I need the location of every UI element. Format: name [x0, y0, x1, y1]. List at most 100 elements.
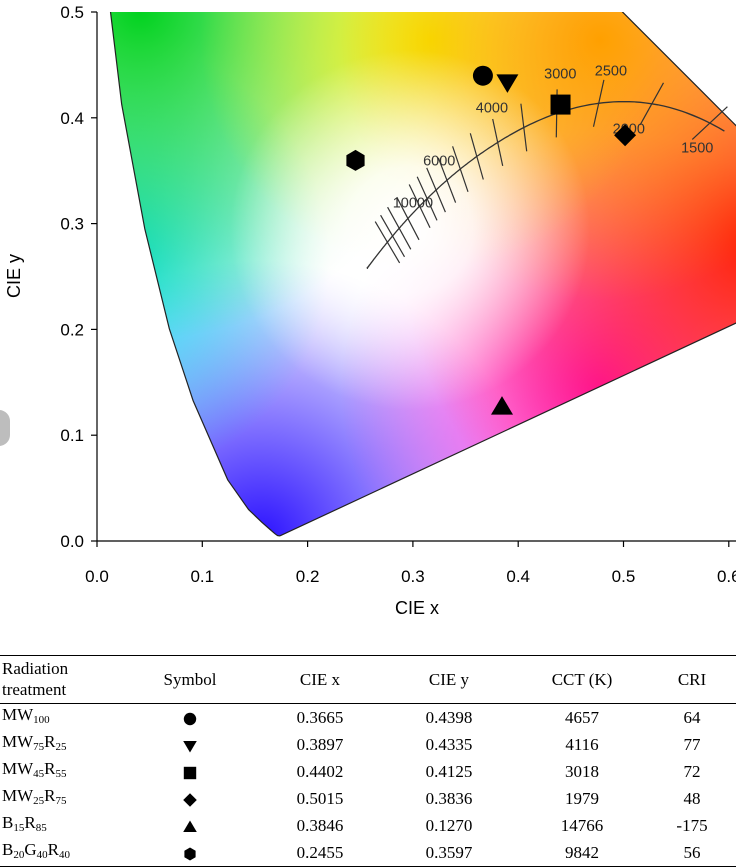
x-tick-label: 0.6 — [717, 567, 736, 586]
cell-cie-x: 0.3665 — [296, 707, 344, 727]
symbol-triangle-up-icon — [183, 820, 197, 832]
treatment-letter: B — [2, 840, 14, 859]
cell-cct: 1979 — [565, 788, 599, 808]
spectral-locus-fill — [101, 12, 736, 537]
cell-symbol — [122, 839, 258, 867]
axes: 0.0 0.1 0.2 0.3 0.4 0.5 0.6 0.0 0.1 0.2 0.3 0.4 0.5… — [4, 3, 736, 618]
hexagon-shape — [184, 847, 196, 861]
treatment-subscript: 15 — [13, 822, 25, 834]
symbol-diamond-icon — [183, 792, 197, 807]
cct-label: 6000 — [423, 153, 455, 169]
y-tick-label: 0.1 — [60, 426, 84, 445]
treatment-subscript: 40 — [58, 849, 70, 861]
isotherm-tick — [520, 103, 528, 152]
header-treatment: Radiation treatment — [0, 656, 122, 704]
results-table-wrap: Radiation treatment Symbol CIE x CIE y C… — [0, 655, 736, 867]
symbol-square-icon — [183, 766, 197, 779]
table-header-row: Radiation treatment Symbol CIE x CIE y C… — [0, 655, 736, 704]
cell-cri: 64 — [683, 707, 701, 727]
treatment-subscript: 75 — [33, 741, 45, 753]
isotherm-tick — [437, 157, 457, 203]
cell-cie-x: 0.5015 — [296, 788, 344, 808]
header-cie-x: CIE x — [299, 669, 341, 689]
x-tick-label: 0.4 — [506, 567, 530, 586]
cell-symbol — [122, 704, 258, 732]
planckian-locus — [366, 79, 728, 270]
treatment-subscript: 25 — [33, 795, 45, 807]
cct-labels: 10000600040003000250020001500 — [393, 64, 714, 212]
treatment-letter: R — [44, 732, 56, 751]
x-tick-label: 0.2 — [296, 567, 320, 586]
table-row: MW25R75 0.5015 0.3836 1979 48 — [0, 785, 736, 812]
x-ticks: 0.0 0.1 0.2 0.3 0.4 0.5 0.6 — [85, 541, 736, 586]
planckian-locus-curve — [366, 100, 725, 270]
table-row: MW45R55 0.4402 0.4125 3018 72 — [0, 758, 736, 785]
cell-cri: 56 — [683, 842, 701, 862]
treatment-subscript: 40 — [36, 849, 48, 861]
isotherm-tick — [469, 133, 484, 180]
cell-cie-y: 0.4125 — [425, 761, 473, 781]
treatment-letter: MW — [2, 705, 34, 724]
treatment-letter: MW — [2, 759, 34, 778]
treatment-letter: R — [44, 786, 56, 805]
data-point-square — [550, 94, 571, 115]
isotherm-tick — [592, 79, 605, 127]
y-tick-label: 0.0 — [60, 532, 84, 551]
header-treatment-line-1: Radiation — [2, 659, 69, 678]
y-tick-label: 0.2 — [60, 320, 84, 339]
cell-cri: 77 — [683, 734, 701, 754]
isotherm-tick — [374, 221, 401, 264]
cell-cie-y: 0.4335 — [425, 734, 473, 754]
cell-treatment: MW45R55 — [0, 758, 122, 785]
cell-cct: 3018 — [565, 761, 599, 781]
cell-cie-x: 0.4402 — [296, 761, 344, 781]
cell-cct: 14766 — [560, 815, 604, 835]
y-tick-label: 0.4 — [60, 109, 84, 128]
cell-cie-x: 0.3846 — [296, 815, 344, 835]
cell-cct: 9842 — [565, 842, 599, 862]
treatment-letter: MW — [2, 786, 34, 805]
cell-treatment: MW100 — [0, 704, 122, 732]
cell-treatment: B15R85 — [0, 812, 122, 839]
cell-symbol — [122, 731, 258, 758]
isotherm-tick — [426, 167, 446, 213]
cct-label: 1500 — [681, 141, 713, 157]
isotherm-tick — [691, 106, 728, 140]
side-scroll-dot — [0, 410, 10, 446]
data-point-circle — [472, 65, 493, 86]
x-tick-label: 0.0 — [85, 567, 109, 586]
header-cie-y: CIE y — [428, 669, 470, 689]
treatment-subscript: 20 — [13, 849, 25, 861]
cct-label: 3000 — [544, 67, 576, 83]
header-symbol: Symbol — [163, 669, 217, 689]
x-tick-label: 0.5 — [612, 567, 636, 586]
isotherm-tick — [416, 176, 438, 221]
isotherm-tick — [452, 146, 469, 192]
treatment-letter: B — [2, 813, 14, 832]
isotherm-tick — [396, 196, 420, 241]
cct-label: 2500 — [595, 64, 627, 80]
header-treatment-line-2: treatment — [2, 680, 67, 699]
symbol-circle-icon — [183, 712, 197, 725]
data-point-triangle-up — [491, 396, 513, 415]
cell-treatment: B20G40R40 — [0, 839, 122, 867]
table-row: B20G40R40 0.2455 0.3597 9842 56 — [0, 839, 736, 867]
cell-cri: 72 — [683, 761, 701, 781]
cct-label: 10000 — [393, 196, 433, 212]
table-row: MW75R25 0.3897 0.4335 4116 77 — [0, 731, 736, 758]
treatment-letter: R — [24, 813, 36, 832]
cell-cie-x: 0.3897 — [296, 734, 344, 754]
triangle-down-shape — [183, 740, 197, 753]
y-axis-title: CIE y — [4, 254, 24, 298]
spectral-locus-outline — [109, 12, 736, 537]
cell-symbol — [122, 812, 258, 839]
cct-label: 4000 — [476, 101, 508, 117]
table-row: B15R85 0.3846 0.1270 14766 -175 — [0, 812, 736, 839]
circle-shape — [183, 712, 197, 725]
cell-treatment: MW25R75 — [0, 785, 122, 812]
isotherm-tick — [387, 206, 412, 250]
treatment-subscript: 55 — [55, 768, 67, 780]
x-tick-label: 0.1 — [190, 567, 214, 586]
isotherm-tick — [492, 118, 504, 167]
isotherm-tick — [408, 184, 431, 228]
